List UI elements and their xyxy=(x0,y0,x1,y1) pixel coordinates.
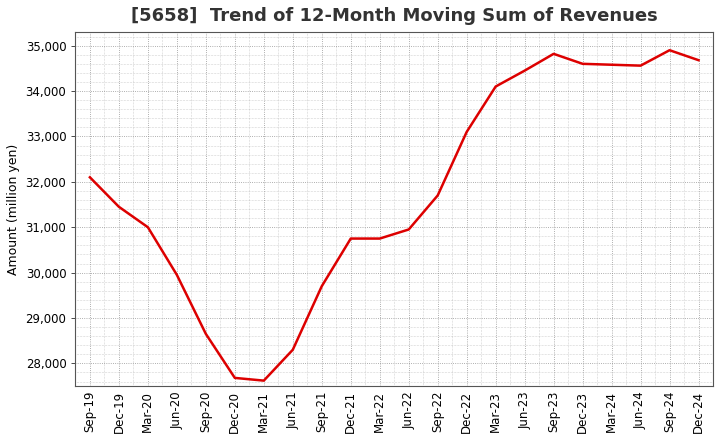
Title: [5658]  Trend of 12-Month Moving Sum of Revenues: [5658] Trend of 12-Month Moving Sum of R… xyxy=(131,7,657,25)
Y-axis label: Amount (million yen): Amount (million yen) xyxy=(7,143,20,275)
